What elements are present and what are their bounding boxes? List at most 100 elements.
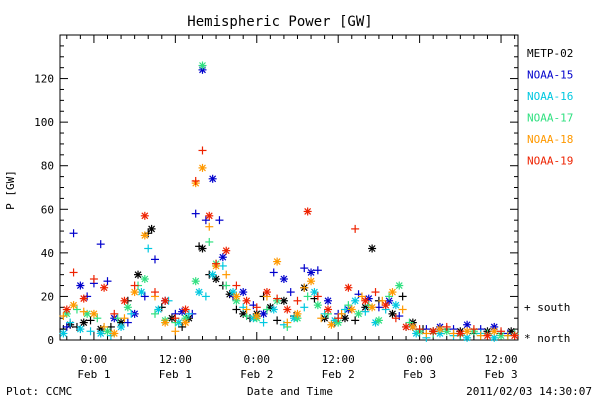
south-point-noaa-18 (300, 283, 309, 292)
south-point-noaa-18 (378, 296, 387, 305)
south-point-metp-02 (398, 292, 407, 301)
north-point-noaa-16 (76, 325, 85, 334)
north-point-noaa-18 (140, 231, 149, 240)
north-point-noaa-16 (310, 288, 319, 297)
x-tick-date-label: Feb 3 (484, 368, 517, 381)
y-tick-label: 100 (34, 116, 54, 129)
north-point-noaa-18 (307, 277, 316, 286)
marker-legend-south: + south (524, 301, 570, 314)
south-point-noaa-18 (120, 314, 129, 323)
legend-entry-noaa-17: NOAA-17 (527, 112, 573, 125)
north-point-noaa-16 (195, 288, 204, 297)
north-point-noaa-15 (76, 281, 85, 290)
north-point-noaa-16 (96, 329, 105, 338)
x-axis-label: Date and Time (247, 385, 333, 398)
south-point-noaa-15 (96, 240, 105, 249)
y-tick-label: 120 (34, 73, 54, 86)
x-tick-date-label: Feb 2 (240, 368, 273, 381)
north-point-noaa-17 (313, 301, 322, 310)
south-point-noaa-16 (86, 327, 95, 336)
north-point-noaa-16 (269, 305, 278, 314)
south-point-noaa-17 (72, 305, 81, 314)
north-point-noaa-19 (324, 305, 333, 314)
south-point-noaa-16 (340, 305, 349, 314)
south-point-noaa-19 (415, 325, 424, 334)
north-point-metp-02 (147, 224, 156, 233)
x-axis-ticks: 0:00 Feb 1 12:00 Feb 1 0:00 Feb 2 12:00 Feb 2 0:… (66, 35, 518, 381)
south-point-noaa-18 (171, 327, 180, 336)
north-point-noaa-17 (442, 327, 451, 336)
north-point-metp-02 (212, 275, 221, 283)
north-point-noaa-19 (181, 305, 190, 314)
south-point-noaa-18 (398, 305, 407, 314)
x-tick-date-label: Feb 1 (77, 368, 110, 381)
south-point-noaa-19 (391, 314, 400, 323)
south-point-noaa-19 (89, 275, 98, 283)
south-point-noaa-15 (62, 322, 71, 331)
data-points (59, 61, 519, 342)
south-point-noaa-18 (449, 329, 458, 338)
south-point-noaa-19 (171, 314, 180, 323)
south-point-noaa-17 (113, 314, 122, 323)
north-point-noaa-19 (222, 246, 231, 255)
north-point-noaa-19 (483, 331, 492, 340)
south-point-noaa-15 (269, 268, 278, 277)
plot-frame (59, 34, 519, 341)
north-point-noaa-16 (117, 322, 126, 331)
north-point-metp-02 (198, 244, 207, 253)
south-point-noaa-18 (242, 305, 251, 314)
north-point-noaa-18 (463, 327, 472, 336)
south-point-noaa-18 (283, 318, 292, 327)
north-point-noaa-18 (252, 312, 261, 321)
north-point-noaa-19 (62, 305, 71, 314)
north-point-noaa-15 (218, 253, 227, 262)
south-point-noaa-15 (191, 209, 200, 218)
north-point-noaa-17 (354, 309, 363, 318)
south-point-metp-02 (106, 322, 115, 331)
legend: METP-02 NOAA-15 NOAA-16 NOAA-17 NOAA-18 NOAA-… (527, 47, 573, 168)
south-point-noaa-15 (313, 266, 322, 275)
south-point-metp-02 (273, 316, 282, 325)
north-point-metp-02 (340, 314, 349, 323)
south-point-noaa-15 (201, 216, 210, 225)
north-point-noaa-16 (208, 270, 217, 279)
south-point-metp-02 (232, 305, 241, 314)
south-point-noaa-19 (130, 281, 139, 290)
north-point-noaa-19 (381, 301, 390, 310)
north-point-noaa-19 (402, 322, 411, 331)
north-point-noaa-15 (307, 268, 316, 277)
north-point-noaa-19 (283, 305, 292, 314)
x-tick-time-label: 12:00 (322, 353, 355, 366)
south-point-noaa-17 (150, 309, 159, 318)
legend-entry-noaa-16: NOAA-16 (527, 90, 573, 103)
x-tick-time-label: 0:00 (81, 353, 108, 366)
north-point-noaa-19 (303, 207, 312, 216)
south-point-metp-02 (351, 316, 360, 325)
north-point-metp-02 (134, 270, 143, 279)
south-point-noaa-17 (222, 281, 231, 290)
north-point-noaa-19 (344, 283, 353, 292)
north-point-noaa-15 (239, 288, 248, 297)
north-point-noaa-17 (395, 281, 404, 290)
south-point-noaa-17 (262, 305, 271, 314)
south-point-noaa-19 (69, 268, 78, 277)
south-point-noaa-19 (293, 296, 302, 305)
north-point-noaa-17 (103, 327, 112, 336)
north-point-noaa-18 (388, 288, 397, 297)
y-axis-ticks: 0 20 40 60 80 100 120 (34, 34, 518, 347)
south-point-noaa-19 (351, 224, 360, 233)
north-point-noaa-18 (368, 303, 377, 312)
north-point-noaa-19 (100, 283, 109, 292)
marker-legend: + south * north (524, 301, 570, 345)
south-point-noaa-18 (476, 331, 485, 340)
south-point-metp-02 (86, 316, 95, 325)
south-point-noaa-19 (334, 314, 343, 323)
x-tick-date-label: Feb 1 (159, 368, 192, 381)
north-point-noaa-16 (229, 288, 238, 297)
north-point-noaa-18 (347, 305, 356, 314)
south-point-noaa-17 (205, 237, 214, 246)
north-point-noaa-18 (435, 325, 444, 334)
south-point-noaa-18 (422, 329, 431, 338)
north-point-noaa-19 (205, 211, 214, 220)
north-point-noaa-18 (161, 318, 170, 327)
